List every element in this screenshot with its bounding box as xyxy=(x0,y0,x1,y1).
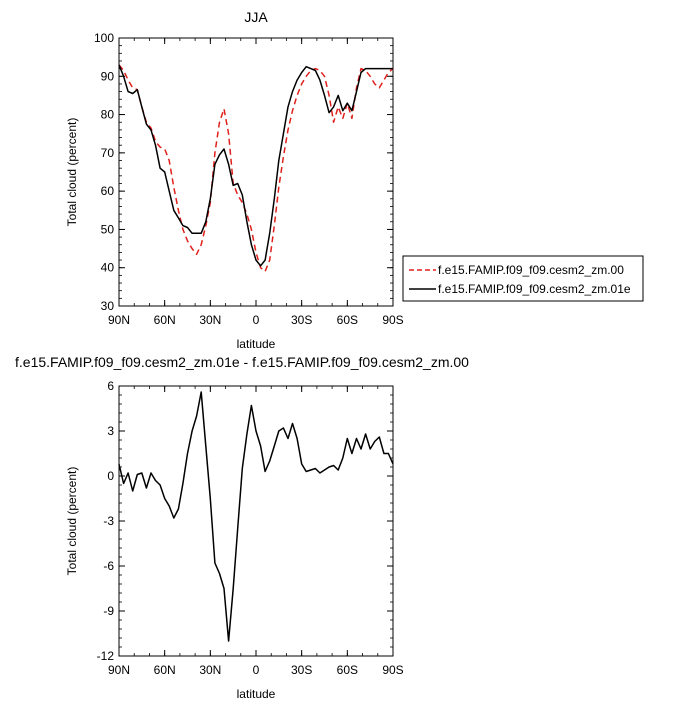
bottom-x-tick-label: 60S xyxy=(337,663,358,677)
top-y-tick-label: 40 xyxy=(101,261,115,275)
legend-label-series-01e: f.e15.FAMIP.f09_f09.cesm2_zm.01e xyxy=(438,282,631,296)
bottom-x-tick-label: 90S xyxy=(382,663,403,677)
bottom-x-tick-label: 90N xyxy=(108,663,130,677)
top-x-tick-label: 60N xyxy=(154,313,176,327)
bottom-y-tick-label: 0 xyxy=(107,469,114,483)
top-series-lines xyxy=(118,64,394,273)
top-x-tick-label: 90S xyxy=(382,313,403,327)
top-y-tick-label: 80 xyxy=(101,108,115,122)
bottom-y-tick-label: 3 xyxy=(107,424,114,438)
legend-box xyxy=(402,255,644,302)
top-y-tick-label: 30 xyxy=(101,299,115,313)
top-x-tick-label: 30N xyxy=(199,313,221,327)
top-x-tick-label: 0 xyxy=(253,313,260,327)
top-y-tick-label: 60 xyxy=(101,184,115,198)
bottom-series-lines xyxy=(118,391,394,642)
top-x-tick-label: 90N xyxy=(108,313,130,327)
top-y-ticks: 30 40 50 60 70 80 90 100 xyxy=(94,31,393,313)
bottom-title: f.e15.FAMIP.f09_f09.cesm2_zm.01e - f.e15… xyxy=(15,354,469,370)
top-y-tick-label: 50 xyxy=(101,222,115,236)
top-plot-frame xyxy=(118,37,394,307)
top-x-axis-label: latitude xyxy=(237,337,276,351)
bottom-plot-frame xyxy=(118,385,394,657)
bottom-y-tick-label: -12 xyxy=(97,649,115,663)
bottom-y-tick-label: -3 xyxy=(103,514,114,528)
top-y-tick-label: 100 xyxy=(94,31,114,45)
top-y-axis-label: Total cloud (percent) xyxy=(65,118,79,227)
bottom-x-ticks: 90N 60N 30N 0 30S 60S 90S xyxy=(108,386,404,677)
top-title: JJA xyxy=(244,9,268,25)
bottom-x-tick-label: 0 xyxy=(253,663,260,677)
bottom-series-line-0 xyxy=(118,391,394,642)
bottom-x-tick-label: 60N xyxy=(154,663,176,677)
bottom-x-tick-label: 30S xyxy=(291,663,312,677)
bottom-y-tick-label: -6 xyxy=(103,559,114,573)
bottom-y-tick-label: 6 xyxy=(107,379,114,393)
bottom-x-tick-label: 30N xyxy=(199,663,221,677)
legend: f.e15.FAMIP.f09_f09.cesm2_zm.00 f.e15.FA… xyxy=(402,255,644,302)
bottom-panel: f.e15.FAMIP.f09_f09.cesm2_zm.01e - f.e15… xyxy=(15,354,469,701)
bottom-y-ticks: -12 -9 -6 -3 0 3 6 xyxy=(97,379,393,663)
top-y-tick-label: 90 xyxy=(101,69,115,83)
legend-label-series-00: f.e15.FAMIP.f09_f09.cesm2_zm.00 xyxy=(438,263,624,277)
top-x-tick-label: 30S xyxy=(291,313,312,327)
top-x-tick-label: 60S xyxy=(337,313,358,327)
bottom-y-axis-label: Total cloud (percent) xyxy=(65,467,79,576)
bottom-x-axis-label: latitude xyxy=(237,687,276,701)
bottom-y-tick-label: -9 xyxy=(103,604,114,618)
top-y-tick-label: 70 xyxy=(101,146,115,160)
top-series-line-1 xyxy=(118,64,393,267)
top-x-ticks: 90N 60N 30N 0 30S 60S 90S xyxy=(108,38,404,327)
